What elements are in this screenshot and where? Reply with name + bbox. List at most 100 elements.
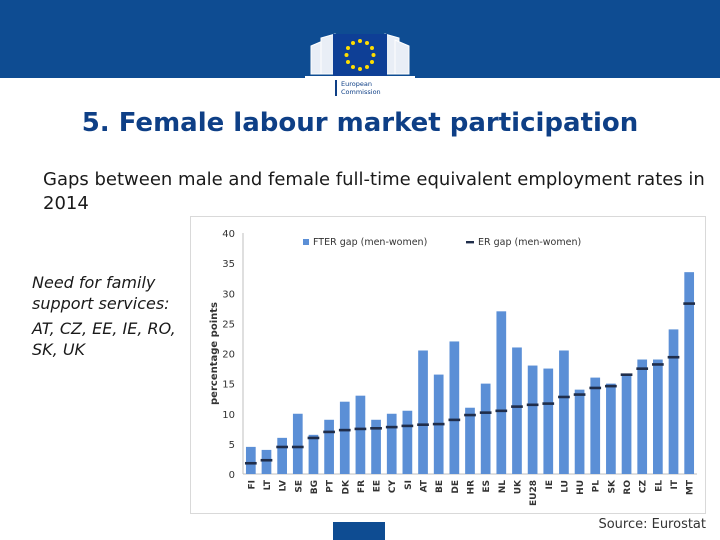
marker-er-gap [307, 436, 320, 440]
x-tick-label: BG [310, 480, 320, 494]
legend-swatch-fter [303, 239, 309, 245]
y-tick-label: 5 [229, 440, 235, 451]
bar-fter-gap [355, 395, 366, 474]
bar-fter-gap [637, 359, 648, 474]
y-tick-label: 30 [222, 289, 235, 300]
bar-fter-gap [559, 350, 569, 474]
marker-er-gap [385, 425, 398, 429]
x-tick-label: PL [592, 480, 602, 493]
marker-er-gap [542, 402, 555, 405]
marker-er-gap [511, 405, 523, 408]
slide-subtitle: Gaps between male and female full-time e… [43, 169, 705, 214]
bar-fter-gap [496, 311, 507, 474]
marker-er-gap [464, 413, 476, 417]
european-commission-logo: European Commission [305, 14, 415, 100]
y-tick-label: 40 [222, 229, 235, 240]
marker-er-gap [589, 386, 602, 390]
marker-er-gap [495, 409, 508, 413]
y-tick-label: 10 [222, 410, 235, 421]
footer-flag [333, 522, 385, 540]
marker-er-gap [636, 367, 649, 370]
x-tick-label: NL [498, 480, 508, 494]
y-tick-label: 0 [229, 470, 235, 481]
marker-er-gap [401, 424, 414, 428]
marker-er-gap [338, 428, 351, 432]
bar-fter-gap [606, 383, 616, 474]
x-tick-label: SK [607, 479, 617, 493]
bar-fter-gap [684, 272, 695, 474]
marker-er-gap [526, 403, 539, 407]
bar-fter-gap [339, 401, 350, 474]
x-tick-label: LV [279, 480, 289, 491]
x-tick-label: DE [451, 480, 461, 494]
bar-fter-gap [590, 377, 601, 474]
marker-er-gap [667, 355, 680, 359]
legend-label-fter: FTER gap (men-women) [313, 237, 427, 248]
marker-er-gap [417, 423, 429, 426]
x-tick-label: EU28 [529, 480, 539, 506]
x-tick-label: SI [404, 480, 414, 490]
bar-fter-gap [308, 434, 319, 474]
x-tick-label: ES [482, 480, 492, 493]
x-tick-label: IT [670, 479, 680, 489]
y-tick-label: 35 [222, 259, 235, 270]
bar-fter-gap [668, 329, 679, 474]
x-tick-label: MT [686, 479, 696, 495]
marker-er-gap [244, 461, 257, 465]
x-tick-label: HU [576, 480, 586, 495]
bar-fter-gap [324, 419, 334, 474]
marker-er-gap [652, 363, 664, 366]
x-tick-label: FI [247, 480, 257, 490]
bar-fter-gap [402, 410, 413, 474]
bar-fter-gap [277, 437, 287, 474]
x-tick-label: PT [326, 479, 336, 493]
x-tick-label: IE [545, 480, 555, 490]
x-tick-label: SE [294, 480, 304, 493]
bar-fter-gap [621, 374, 632, 474]
bar-fter-gap [653, 359, 663, 474]
marker-er-gap [479, 411, 492, 414]
marker-er-gap [291, 445, 304, 449]
x-tick-label: UK [513, 479, 523, 494]
y-tick-label: 20 [222, 350, 235, 361]
bar-fter-gap [261, 449, 272, 474]
x-tick-label: HR [467, 480, 477, 495]
marker-er-gap [432, 422, 445, 426]
marker-er-gap [605, 384, 617, 388]
marker-er-gap [573, 393, 586, 396]
bar-fter-gap [543, 368, 554, 474]
x-tick-label: EL [654, 480, 664, 492]
legend-label-er: ER gap (men-women) [478, 237, 581, 248]
marker-er-gap [620, 373, 633, 376]
marker-er-gap [448, 418, 461, 422]
bar-fter-gap [245, 446, 256, 474]
bar-fter-gap [418, 350, 428, 474]
marker-er-gap [276, 445, 288, 449]
bar-fter-gap [527, 365, 538, 474]
x-tick-label: FR [357, 480, 367, 493]
bar-fter-gap [371, 419, 381, 474]
legend-swatch-er [466, 241, 474, 244]
logo-text-line2: Commission [341, 88, 381, 96]
x-tick-label: LT [263, 479, 273, 490]
x-tick-label: AT [420, 479, 430, 492]
bar-fter-gap [512, 347, 522, 474]
side-note-countries: AT, CZ, EE, IE, RO, SK, UK [32, 319, 176, 359]
marker-er-gap [354, 427, 367, 431]
marker-er-gap [370, 427, 382, 430]
y-tick-label: 15 [222, 380, 235, 391]
x-tick-label: CY [388, 480, 398, 494]
x-tick-label: LU [560, 480, 570, 493]
y-tick-label: 25 [222, 319, 235, 330]
x-tick-label: CZ [639, 480, 649, 494]
chart-panel: 0 5 10 15 20 25 30 35 40 percentage points FI LT LV S… [190, 216, 706, 514]
x-tick-label: EE [373, 480, 383, 492]
bar-fter-gap [465, 407, 475, 474]
gap-bar-chart: 0 5 10 15 20 25 30 35 40 percentage points FI LT LV S… [209, 229, 697, 506]
bar-fter-gap [574, 389, 585, 474]
source-note: Source: Eurostat [598, 517, 706, 532]
side-note-heading: Need for family support services: [32, 273, 170, 313]
marker-er-gap [260, 458, 273, 462]
marker-er-gap [683, 302, 696, 305]
logo-text-line1: European [341, 80, 372, 88]
